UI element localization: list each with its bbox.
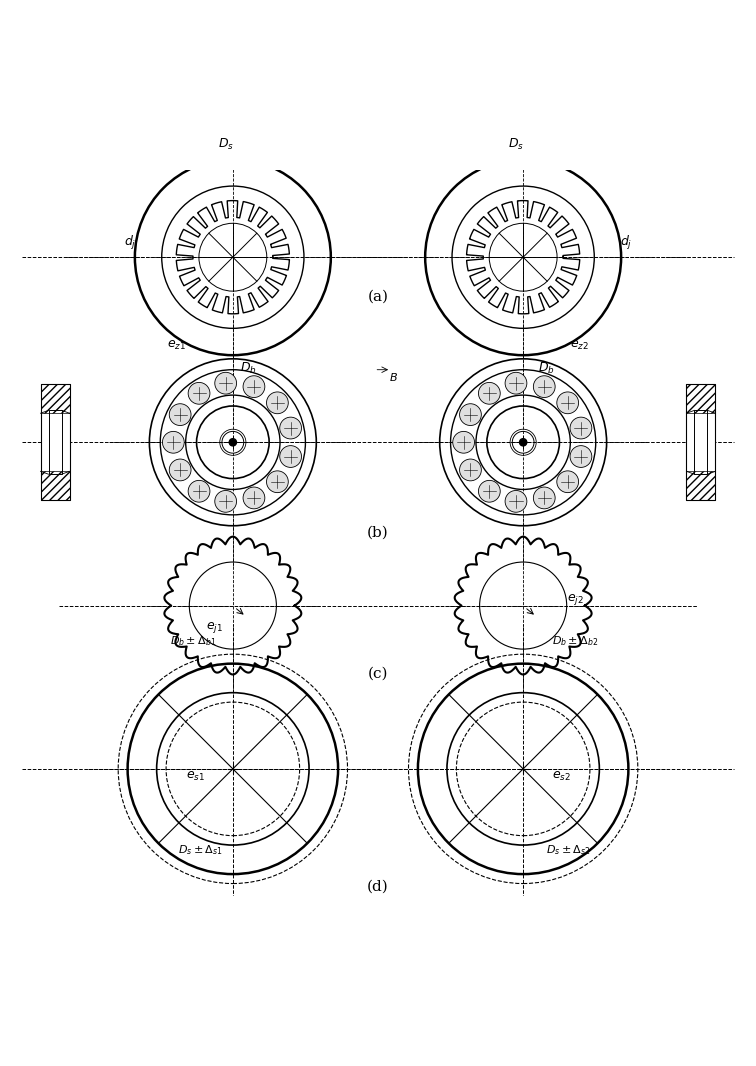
- Circle shape: [570, 446, 592, 467]
- Circle shape: [505, 372, 527, 394]
- Text: (b): (b): [367, 526, 389, 540]
- Text: $D_s$: $D_s$: [218, 138, 234, 152]
- Circle shape: [169, 404, 191, 425]
- Text: $D_b \pm \Delta_{b2}$: $D_b \pm \Delta_{b2}$: [553, 634, 599, 648]
- Text: $e_{s2}$: $e_{s2}$: [552, 770, 571, 782]
- Text: (c): (c): [367, 667, 389, 681]
- Circle shape: [280, 417, 302, 439]
- Bar: [41, 384, 70, 414]
- Circle shape: [188, 383, 210, 404]
- Bar: [41, 384, 70, 500]
- Circle shape: [169, 459, 191, 481]
- Bar: [686, 384, 715, 414]
- Text: (d): (d): [367, 879, 389, 893]
- Text: $D_s$: $D_s$: [508, 138, 524, 152]
- Text: $e_{j2}$: $e_{j2}$: [567, 593, 584, 608]
- Circle shape: [229, 438, 237, 446]
- Circle shape: [243, 375, 265, 398]
- Bar: [686, 471, 715, 500]
- Circle shape: [460, 404, 482, 425]
- Circle shape: [519, 438, 527, 446]
- Circle shape: [557, 392, 578, 414]
- Circle shape: [570, 417, 592, 439]
- Text: $d_j$: $d_j$: [124, 233, 136, 252]
- Circle shape: [557, 471, 578, 492]
- Circle shape: [267, 471, 288, 492]
- Bar: [686, 384, 715, 500]
- Circle shape: [215, 372, 237, 394]
- Text: $e_{s1}$: $e_{s1}$: [186, 770, 206, 782]
- Circle shape: [505, 490, 527, 513]
- Text: $D_s \pm \Delta_{s1}$: $D_s \pm \Delta_{s1}$: [178, 843, 222, 857]
- Text: $D_s \pm \Delta_{s2}$: $D_s \pm \Delta_{s2}$: [546, 843, 590, 857]
- Circle shape: [479, 481, 500, 502]
- Circle shape: [453, 432, 475, 453]
- Circle shape: [163, 432, 184, 453]
- Bar: [41, 471, 70, 500]
- Circle shape: [479, 383, 500, 404]
- Text: $e_{j1}$: $e_{j1}$: [206, 619, 223, 635]
- Circle shape: [188, 481, 210, 502]
- Circle shape: [460, 459, 482, 481]
- Circle shape: [215, 490, 237, 513]
- Text: (a): (a): [367, 290, 389, 304]
- Text: $B$: $B$: [389, 371, 398, 383]
- Text: $D_b \pm \Delta_{b1}$: $D_b \pm \Delta_{b1}$: [170, 634, 216, 648]
- Text: $e_{z2}$: $e_{z2}$: [570, 339, 589, 352]
- Circle shape: [534, 487, 555, 508]
- Circle shape: [534, 375, 555, 398]
- Text: $e_{z1}$: $e_{z1}$: [166, 339, 186, 352]
- Bar: [48, 410, 61, 474]
- Circle shape: [243, 487, 265, 508]
- Circle shape: [267, 392, 288, 414]
- Text: $d_j$: $d_j$: [620, 233, 632, 252]
- Circle shape: [280, 446, 302, 467]
- Text: $D_b$: $D_b$: [538, 360, 554, 376]
- Text: $D_b$: $D_b$: [240, 360, 257, 376]
- Bar: [695, 410, 708, 474]
